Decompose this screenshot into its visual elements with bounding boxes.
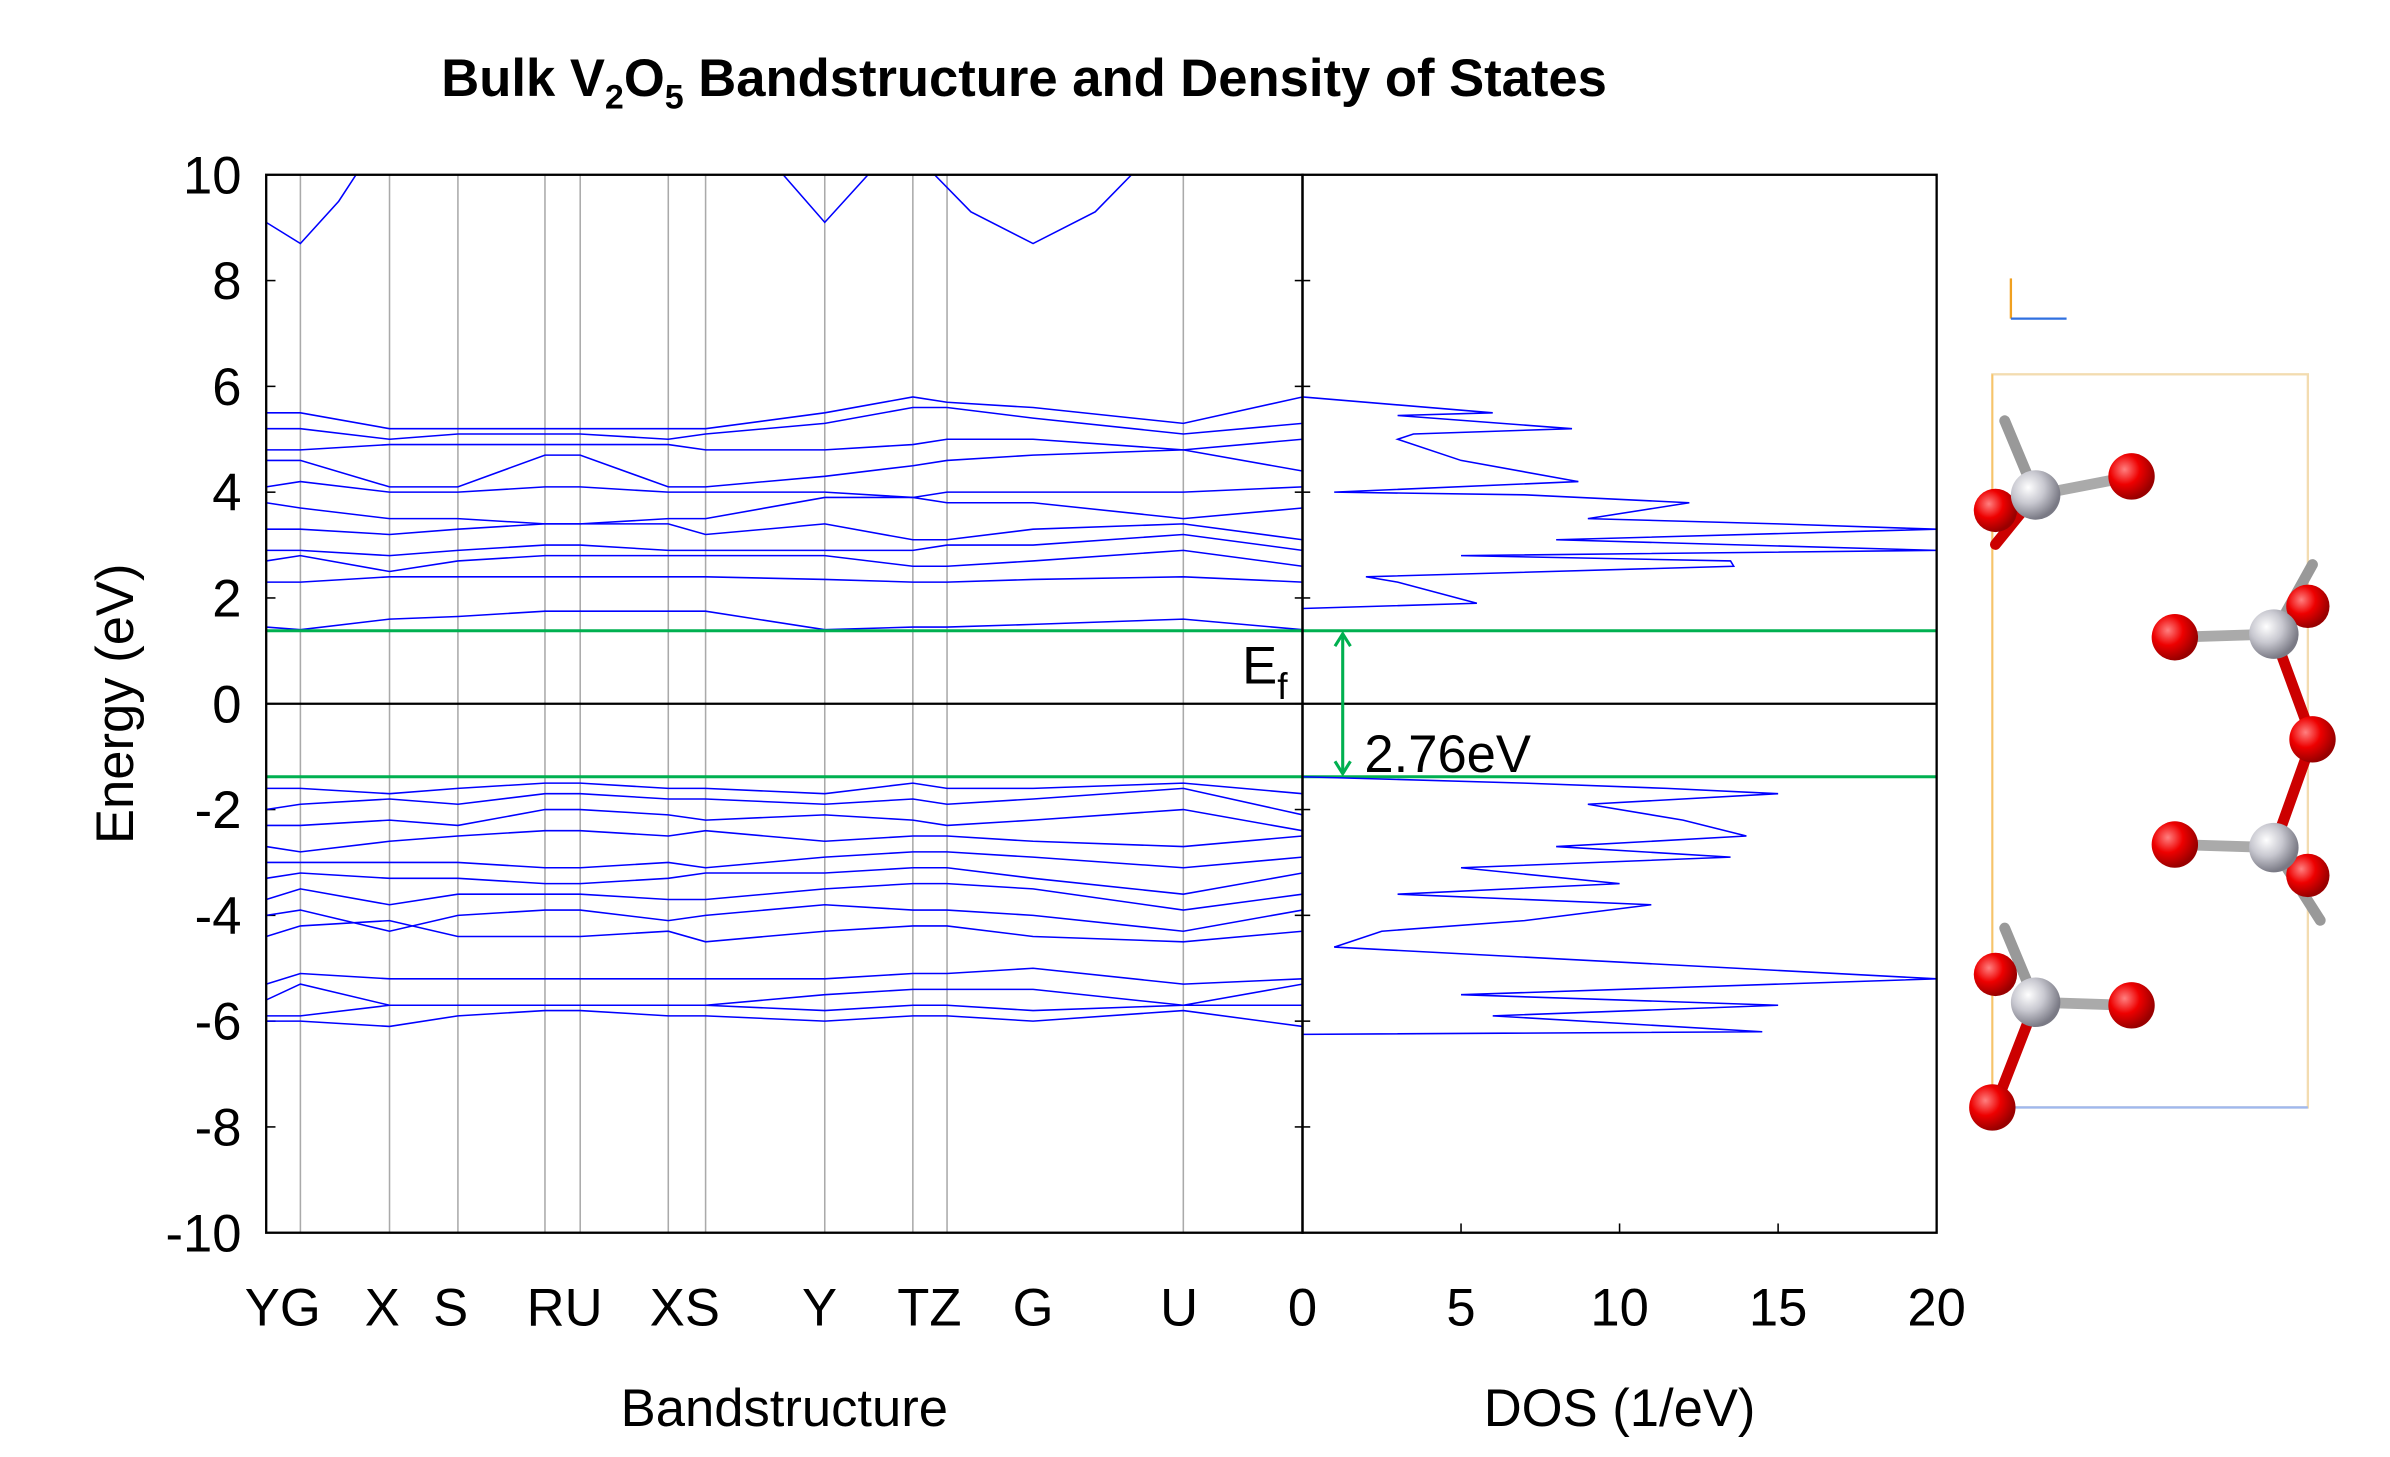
band-line [266,1009,1303,1028]
x-tick-label: TZ [897,1279,961,1338]
band-line [266,903,1303,933]
band-line [266,549,1303,573]
fermi-label: Ef [1242,637,1288,707]
chart-title: Bulk V2O5 Bandstructure and Density of S… [441,49,1607,116]
band-line [266,449,1303,488]
band-line [266,866,1303,895]
band-line [266,851,1303,869]
dos-frame [1301,173,1938,1234]
band-line [266,787,1303,816]
band-line [266,919,1303,943]
band-line [266,782,1303,795]
crystal-structure [1969,278,2336,1131]
x-tick-label: S [433,1279,468,1338]
bands [266,174,1303,1028]
title-part: 5 [665,78,684,116]
y-axis-title: Energy (eV) [86,563,145,844]
x-tick-label: Y [802,1279,837,1338]
band-line [266,523,1303,541]
arrow-head [1333,760,1352,777]
band-line [782,174,870,224]
arrow-head [1333,630,1352,648]
band-line [933,174,1133,245]
gap-label: 2.76eV [1364,725,1531,784]
band-line [266,967,1303,985]
band-line [266,829,1303,853]
band-line [266,533,1303,557]
band-line [266,406,1303,441]
x-tick-label: U [1160,1279,1198,1338]
y-tick-label: 2 [212,570,241,629]
band-line [266,983,1303,1007]
x-tick-label: X [365,1279,400,1338]
band-line [266,882,1303,911]
x-tick-label: 15 [1749,1279,1807,1338]
y-tick-label: 10 [183,146,241,205]
y-tick-label: -2 [195,781,242,840]
y-tick-label: -6 [195,993,242,1052]
y-tick-label: -10 [165,1204,241,1263]
fermi-label-main: E [1242,637,1277,696]
dos-line [1302,396,1937,1036]
x-tick-label: G [1013,1279,1054,1338]
band-line [266,1004,1303,1017]
band-line [266,396,1303,430]
x-tick-label: XS [650,1279,720,1338]
band-line [266,496,1303,525]
y-tick-label: 8 [212,252,241,311]
x-axis-title: DOS (1/eV) [1484,1379,1756,1438]
band-line [266,480,1303,499]
band-line [266,438,1303,451]
x-tick-label: YG [245,1279,321,1338]
y-tick-label: 6 [212,358,241,417]
x-tick-label: 5 [1446,1279,1475,1338]
x-tick-label: 10 [1590,1279,1648,1338]
title-part: Bulk V [441,49,605,108]
fermi-label-sub: f [1277,665,1288,707]
x-tick-label: 0 [1288,1279,1317,1338]
x-axis-title: Bandstructure [621,1379,948,1438]
band-line [266,576,1303,583]
y-tick-label: 0 [212,675,241,734]
dos [1302,396,1937,1036]
band-line [266,808,1303,832]
x-tick-label: 20 [1907,1279,1965,1338]
y-tick-label: -8 [195,1098,242,1157]
x-tick-label: RU [527,1279,603,1338]
title-part: O [624,49,665,108]
band-line [266,610,1303,631]
title-part: 2 [605,78,624,116]
title-part: Bandstructure and Density of States [684,49,1607,108]
y-tick-label: -4 [195,887,242,946]
y-tick-label: 4 [212,464,241,523]
band-line [266,174,357,245]
